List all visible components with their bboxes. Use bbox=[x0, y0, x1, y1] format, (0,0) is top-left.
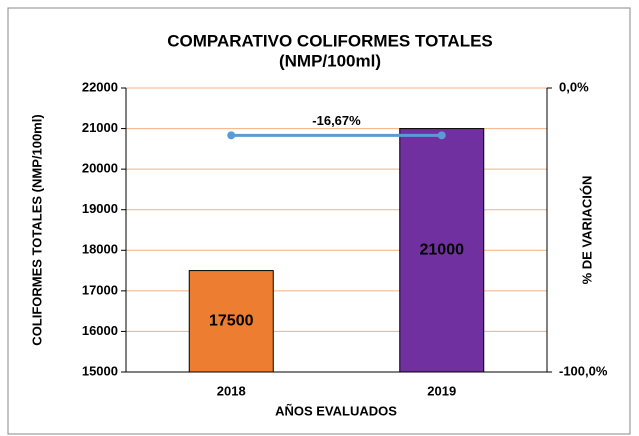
bar-value-label: 17500 bbox=[209, 313, 254, 330]
y-tick-label: 17000 bbox=[82, 282, 118, 297]
y-axis-label: COLIFORMES TOTALES (NMP/100ml) bbox=[29, 114, 44, 345]
y2-axis-label: % DE VARIACIÓN bbox=[579, 176, 594, 285]
line-value-label: -16,67% bbox=[312, 113, 361, 128]
y2-tick-label: 0,0% bbox=[559, 79, 589, 94]
bar bbox=[399, 128, 485, 373]
y-tick-label: 20000 bbox=[82, 161, 118, 176]
bar-value-label: 21000 bbox=[420, 242, 465, 259]
bar bbox=[188, 270, 274, 373]
x-tick-label: 2019 bbox=[427, 383, 456, 398]
x-axis-label: AÑOS EVALUADOS bbox=[275, 403, 397, 418]
chart-border bbox=[7, 7, 631, 435]
y-tick-label: 22000 bbox=[82, 79, 118, 94]
line-marker bbox=[227, 131, 236, 140]
y-tick-label: 19000 bbox=[82, 201, 118, 216]
y-tick-label: 16000 bbox=[82, 323, 118, 338]
x-tick-label: 2018 bbox=[217, 383, 246, 398]
y-tick-label: 21000 bbox=[82, 120, 118, 135]
y-tick-label: 18000 bbox=[82, 242, 118, 257]
line-marker bbox=[437, 131, 446, 140]
chart-title: COMPARATIVO COLIFORMES TOTALES bbox=[167, 31, 493, 50]
y-tick-label: 15000 bbox=[82, 363, 118, 378]
chart-subtitle: (NMP/100ml) bbox=[279, 51, 381, 70]
y2-tick-label: -100,0% bbox=[559, 363, 608, 378]
